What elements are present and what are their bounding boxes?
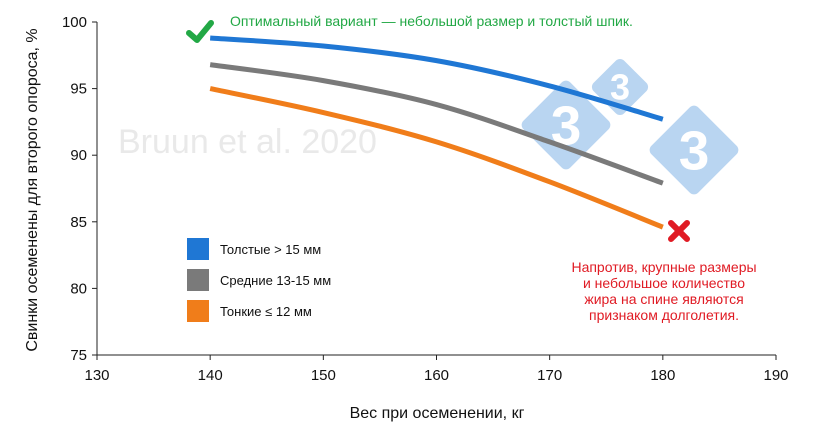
y-tick-label: 90 bbox=[70, 147, 87, 164]
y-tick-label: 80 bbox=[70, 280, 87, 297]
logo-333: 33 3 bbox=[521, 58, 739, 195]
check-icon bbox=[186, 20, 214, 43]
legend-swatch-2 bbox=[187, 300, 209, 322]
x-tick-label: 150 bbox=[311, 367, 336, 384]
contrary-line-2: и небольшое количество bbox=[583, 275, 745, 291]
contrary-annotation: Напротив, крупные размеры и небольшое ко… bbox=[571, 259, 756, 323]
y-tick-label: 100 bbox=[62, 14, 87, 31]
legend-swatch-0 bbox=[187, 238, 209, 260]
cross-icon bbox=[668, 220, 690, 242]
x-tick-label: 190 bbox=[763, 367, 788, 384]
legend-swatch-1 bbox=[187, 269, 209, 291]
logo-digit-2: 3 bbox=[679, 119, 710, 181]
legend: Толстые > 15 мм Средние 13-15 мм Тонкие ≤ … bbox=[187, 238, 331, 322]
contrary-line-1: Напротив, крупные размеры bbox=[571, 259, 756, 275]
legend-label-2: Тонкие ≤ 12 мм bbox=[220, 304, 312, 319]
optimal-annotation: Оптимальный вариант — небольшой размер и… bbox=[230, 13, 633, 29]
x-tick-label: 170 bbox=[537, 367, 562, 384]
y-tick-label: 95 bbox=[70, 81, 87, 98]
logo-digit-0: 3 bbox=[610, 67, 630, 108]
logo-diamond-1: 3 bbox=[521, 80, 611, 170]
logo-diamond-2: 3 bbox=[649, 105, 739, 195]
legend-label-1: Средние 13-15 мм bbox=[220, 273, 331, 288]
legend-label-0: Толстые > 15 мм bbox=[220, 242, 321, 257]
series-group bbox=[209, 35, 664, 230]
x-tick-label: 140 bbox=[198, 367, 223, 384]
x-tick-label: 130 bbox=[84, 367, 109, 384]
x-axis-title: Вес при осеменении, кг bbox=[350, 405, 525, 422]
y-ticks: 75 80 85 90 95 100 bbox=[62, 14, 97, 364]
contrary-line-3: жира на спине являются bbox=[584, 291, 743, 307]
watermark-text: Bruun et al. 2020 bbox=[118, 123, 377, 161]
y-tick-label: 75 bbox=[70, 347, 87, 364]
x-tick-label: 160 bbox=[424, 367, 449, 384]
contrary-line-4: признаком долголетия. bbox=[589, 307, 739, 323]
y-tick-label: 85 bbox=[70, 214, 87, 231]
x-ticks: 130 140 150 160 170 180 190 bbox=[84, 355, 789, 384]
x-tick-label: 180 bbox=[650, 367, 675, 384]
y-axis-title: Свинки осеменены для второго опороса, % bbox=[24, 28, 41, 351]
